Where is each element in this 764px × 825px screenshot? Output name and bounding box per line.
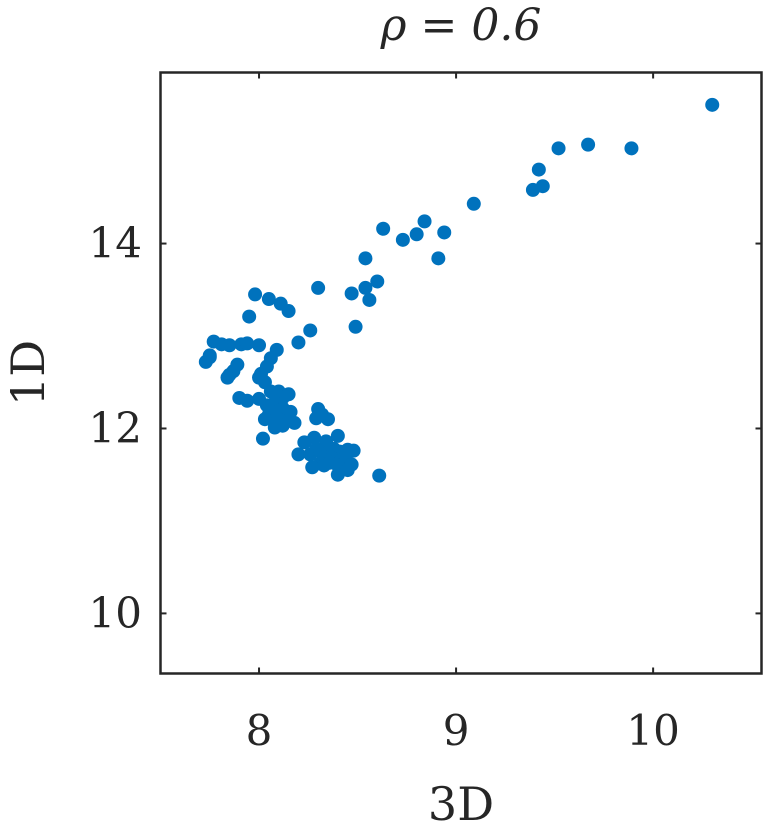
data-point [551, 141, 566, 156]
data-point [202, 350, 217, 365]
data-point [255, 431, 270, 446]
data-points [198, 97, 720, 483]
x-tick-label: 10 [626, 706, 679, 755]
data-point [395, 232, 410, 247]
data-point [409, 227, 424, 242]
data-point [305, 460, 320, 475]
data-point [330, 428, 345, 443]
data-point [248, 287, 263, 302]
data-point [261, 292, 276, 307]
data-point [417, 214, 432, 229]
data-point [624, 141, 639, 156]
x-tick-label: 9 [443, 706, 470, 755]
data-point [252, 338, 267, 353]
chart-title: ρ = 0.6 [380, 0, 542, 51]
data-point [705, 97, 720, 112]
data-point [531, 162, 546, 177]
data-point [242, 309, 257, 324]
tick-labels: 8 9 10 10 12 14 [89, 219, 680, 755]
y-tick-label: 12 [89, 403, 142, 452]
data-point [370, 274, 385, 289]
data-point [372, 468, 387, 483]
data-point [257, 412, 272, 427]
data-point [525, 182, 540, 197]
data-point [220, 370, 235, 385]
data-point [376, 221, 391, 236]
data-point [291, 335, 306, 350]
x-axis-label: 3D [428, 777, 494, 825]
axis-ticks [160, 72, 762, 674]
data-point [287, 415, 302, 430]
data-point [437, 225, 452, 240]
data-point [240, 336, 255, 351]
data-point [330, 467, 345, 482]
data-point [358, 280, 373, 295]
y-tick-label: 14 [89, 219, 142, 268]
data-point [362, 292, 377, 307]
data-point [348, 319, 363, 334]
data-point [466, 196, 481, 211]
data-point [297, 435, 312, 450]
data-point [309, 411, 324, 426]
plot-frame [159, 71, 763, 675]
data-point [581, 137, 596, 152]
data-point [222, 338, 237, 353]
x-tick-label: 8 [246, 706, 273, 755]
data-point [344, 286, 359, 301]
y-tick-label: 10 [89, 588, 142, 637]
data-point [267, 420, 282, 435]
data-point [281, 304, 296, 319]
y-axis-label: 1D [1, 340, 55, 406]
data-point [240, 393, 255, 408]
data-point [281, 387, 296, 402]
data-point [303, 323, 318, 338]
data-point [311, 280, 326, 295]
data-point [358, 251, 373, 266]
data-point [431, 251, 446, 266]
data-point [291, 447, 306, 462]
data-point [320, 412, 335, 427]
